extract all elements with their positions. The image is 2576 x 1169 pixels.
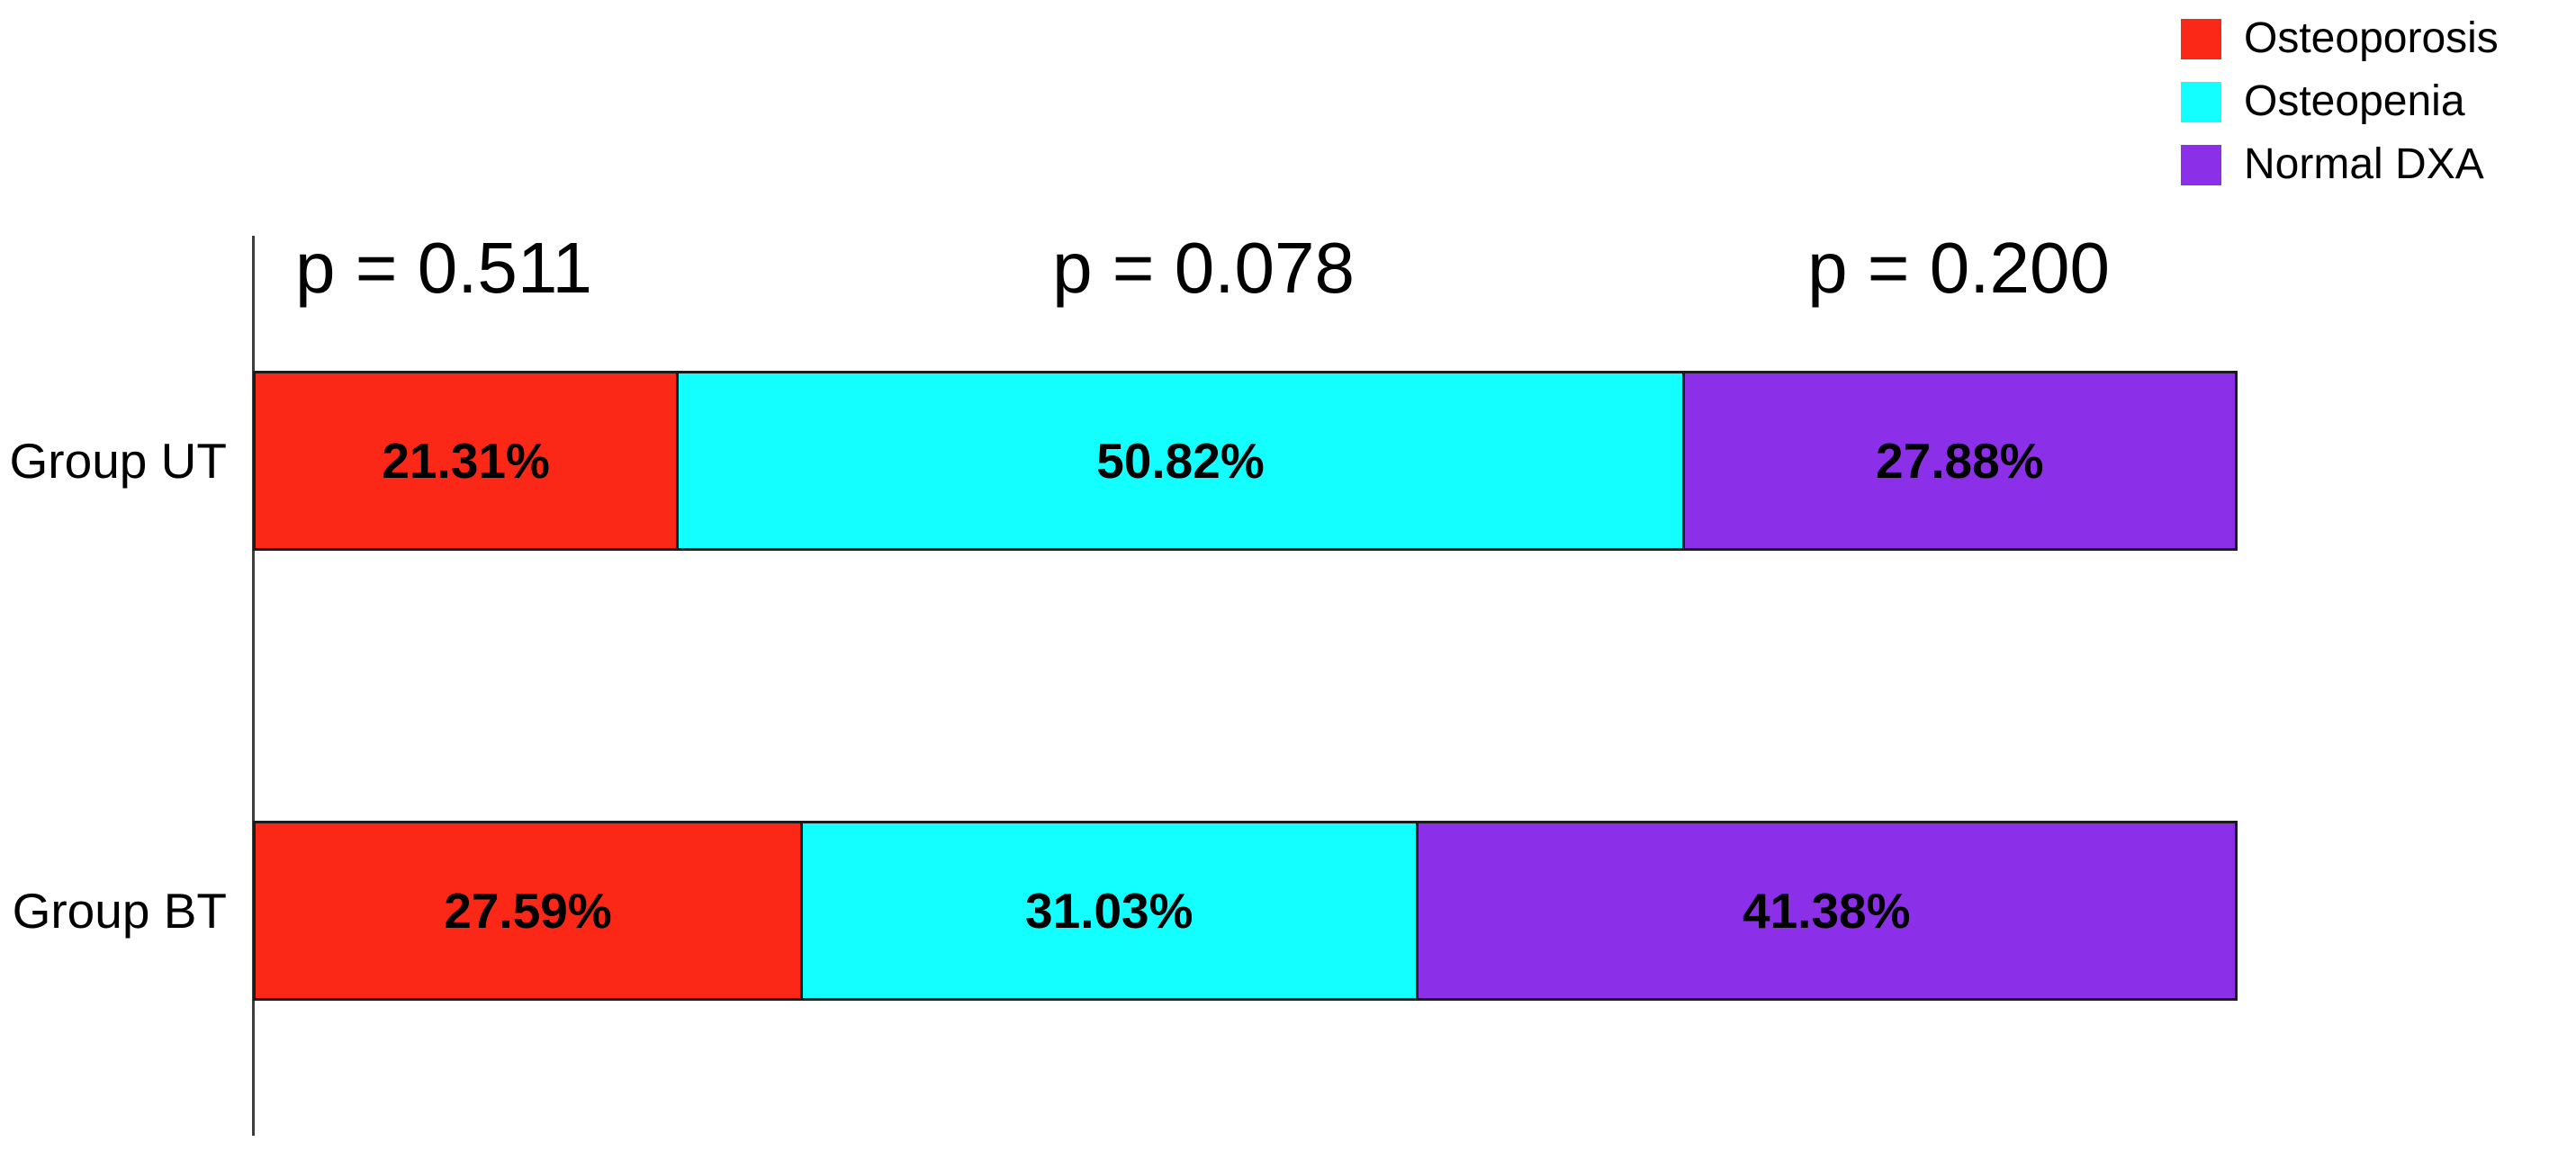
- legend: Osteoporosis Osteopenia Normal DXA: [2181, 14, 2499, 188]
- legend-item-osteoporosis: Osteoporosis: [2181, 14, 2499, 62]
- value-label-ut-normal-dxa: 27.88%: [1876, 433, 2044, 489]
- stacked-bar-group-ut: 21.31% 50.82% 27.88%: [253, 371, 2238, 551]
- p-value-annotation-3: p = 0.200: [1807, 228, 2110, 308]
- value-label-ut-osteopenia: 50.82%: [1096, 433, 1265, 489]
- bar-segment-bt-osteoporosis: 27.59%: [256, 823, 801, 998]
- value-label-bt-osteopenia: 31.03%: [1025, 883, 1193, 939]
- legend-label-normal-dxa: Normal DXA: [2244, 140, 2484, 188]
- legend-label-osteoporosis: Osteoporosis: [2244, 14, 2499, 62]
- p-value-annotation-1: p = 0.511: [295, 228, 592, 308]
- p-value-annotation-2: p = 0.078: [1052, 228, 1355, 308]
- stacked-bar-group-bt: 27.59% 31.03% 41.38%: [253, 821, 2238, 1001]
- legend-swatch-normal-dxa: [2181, 144, 2221, 185]
- bar-row-group-ut: Group UT 21.31% 50.82% 27.88%: [0, 371, 2576, 551]
- value-label-bt-normal-dxa: 41.38%: [1742, 883, 1911, 939]
- legend-swatch-osteopenia: [2181, 81, 2221, 122]
- legend-swatch-osteoporosis: [2181, 18, 2221, 59]
- bar-segment-bt-normal-dxa: 41.38%: [1415, 823, 2235, 998]
- bar-segment-ut-normal-dxa: 27.88%: [1681, 373, 2235, 548]
- value-label-ut-osteoporosis: 21.31%: [382, 433, 550, 489]
- bar-segment-ut-osteopenia: 50.82%: [676, 373, 1682, 548]
- legend-item-normal-dxa: Normal DXA: [2181, 140, 2499, 188]
- category-label-group-ut: Group UT: [9, 433, 227, 489]
- legend-label-osteopenia: Osteopenia: [2244, 77, 2465, 125]
- legend-item-osteopenia: Osteopenia: [2181, 77, 2499, 125]
- y-axis-line: [252, 236, 255, 1136]
- bar-segment-bt-osteopenia: 31.03%: [800, 823, 1416, 998]
- category-label-group-bt: Group BT: [12, 883, 227, 939]
- bar-row-group-bt: Group BT 27.59% 31.03% 41.38%: [0, 821, 2576, 1001]
- value-label-bt-osteoporosis: 27.59%: [444, 883, 612, 939]
- bar-segment-ut-osteoporosis: 21.31%: [256, 373, 677, 548]
